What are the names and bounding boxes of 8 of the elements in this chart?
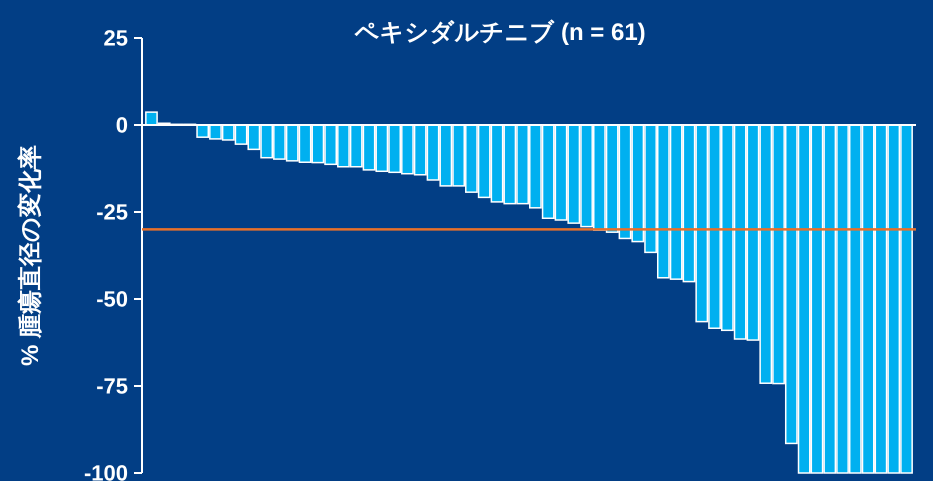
y-tick-label: 0: [116, 112, 128, 138]
y-tick-label: -100: [84, 460, 128, 481]
y-tick-label: -75: [96, 374, 128, 399]
y-tick-label: -25: [96, 200, 128, 225]
chart-title: ペキシダルチニブ (n = 61): [353, 19, 646, 46]
y-axis-title: % 腫瘍直径の変化率: [16, 144, 44, 366]
y-tick-label: -50: [96, 286, 128, 312]
y-tick-label: 25: [104, 26, 128, 51]
